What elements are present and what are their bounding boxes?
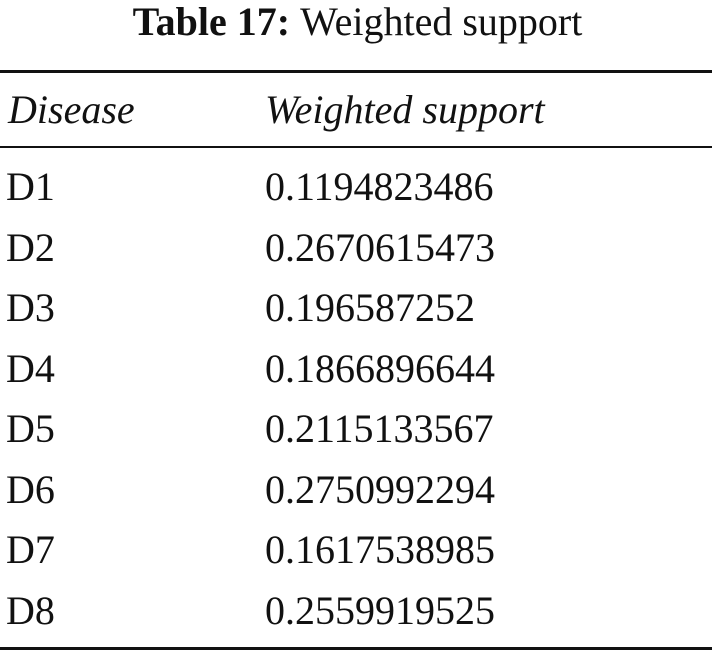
support-cell: 0.2670615473 bbox=[265, 224, 495, 270]
caption-label: Table 17: bbox=[132, 0, 291, 44]
column-header: Weighted support bbox=[265, 87, 545, 132]
disease-cell: D2 bbox=[6, 224, 55, 270]
disease-cell: D3 bbox=[6, 285, 55, 330]
column-header: Disease bbox=[8, 87, 135, 132]
support-cell: 0.196587252 bbox=[265, 285, 475, 330]
disease-cell: D8 bbox=[6, 587, 55, 633]
support-cell: 0.1617538985 bbox=[265, 527, 495, 572]
table-caption: Table 17: Weighted support bbox=[0, 0, 715, 44]
support-cell: 0.2115133567 bbox=[265, 406, 494, 451]
disease-cell: D4 bbox=[6, 345, 55, 391]
support-cell: 0.1194823486 bbox=[265, 164, 494, 209]
support-cell: 0.2750992294 bbox=[265, 466, 495, 512]
header-rule bbox=[0, 146, 712, 148]
caption-text: Weighted support bbox=[300, 0, 583, 44]
disease-cell: D7 bbox=[6, 527, 55, 572]
disease-cell: D5 bbox=[6, 406, 55, 451]
support-cell: 0.1866896644 bbox=[265, 345, 495, 391]
bottom-rule bbox=[0, 647, 712, 650]
support-cell: 0.2559919525 bbox=[265, 587, 495, 633]
disease-cell: D1 bbox=[6, 164, 55, 209]
top-rule bbox=[0, 70, 712, 73]
disease-cell: D6 bbox=[6, 466, 55, 512]
